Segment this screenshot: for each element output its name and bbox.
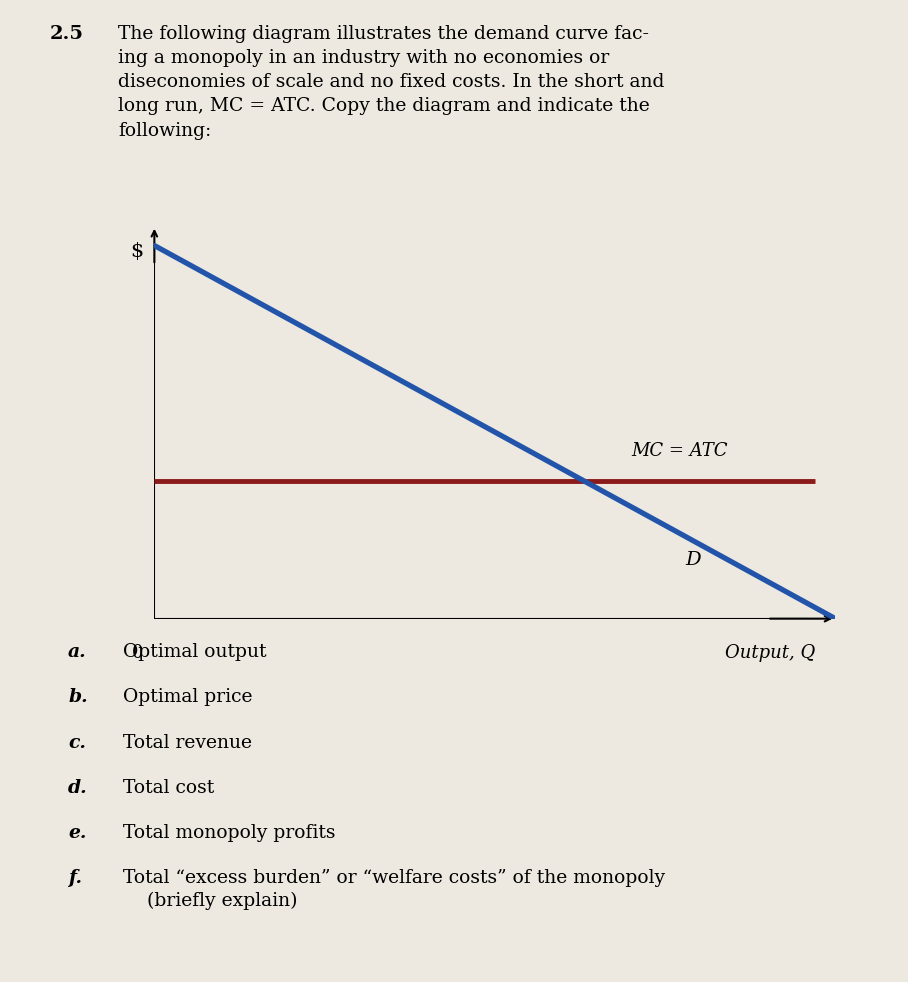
Text: a.: a. bbox=[68, 643, 87, 661]
Text: Optimal price: Optimal price bbox=[123, 688, 252, 706]
Text: e.: e. bbox=[68, 824, 86, 842]
Text: f.: f. bbox=[68, 869, 82, 887]
Text: Total monopoly profits: Total monopoly profits bbox=[123, 824, 335, 842]
Text: $: $ bbox=[131, 242, 144, 260]
Text: Optimal output: Optimal output bbox=[123, 643, 266, 661]
Text: 2.5: 2.5 bbox=[50, 25, 84, 42]
Text: d.: d. bbox=[68, 779, 88, 796]
Text: 0: 0 bbox=[132, 644, 143, 662]
Text: b.: b. bbox=[68, 688, 88, 706]
Text: Total revenue: Total revenue bbox=[123, 734, 252, 751]
Text: Total “excess burden” or “welfare costs” of the monopoly
    (briefly explain): Total “excess burden” or “welfare costs”… bbox=[123, 869, 665, 910]
Text: D: D bbox=[686, 551, 701, 569]
Text: c.: c. bbox=[68, 734, 86, 751]
Text: MC = ATC: MC = ATC bbox=[631, 442, 727, 460]
Text: The following diagram illustrates the demand curve fac-
ing a monopoly in an ind: The following diagram illustrates the de… bbox=[118, 25, 665, 139]
Text: Total cost: Total cost bbox=[123, 779, 213, 796]
Text: Output, Q: Output, Q bbox=[725, 644, 815, 662]
